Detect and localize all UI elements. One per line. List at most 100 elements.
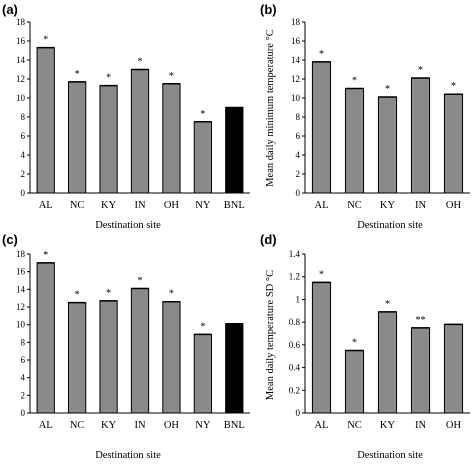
panel-a-category-label: BNL bbox=[224, 200, 245, 211]
panel-a-category-label: OH bbox=[164, 200, 180, 211]
panel-d-ylabel: Mean daily temperature SD °C bbox=[265, 270, 276, 400]
panel-a-marker-oh: * bbox=[169, 71, 174, 82]
panel-c-bar-bnl bbox=[225, 323, 244, 414]
panel-a-letter: (a) bbox=[2, 2, 18, 17]
panel-d-category-label: AL bbox=[315, 420, 329, 431]
panel-d-category-label: NC bbox=[347, 420, 362, 431]
panel-c-ytick-label: 8 bbox=[21, 337, 26, 347]
panel-b-bar-oh bbox=[443, 93, 464, 194]
panel-c-ytick-label: 10 bbox=[16, 320, 26, 330]
panel-c-bar-in bbox=[130, 287, 150, 414]
panel-b-bar-al bbox=[311, 61, 332, 194]
panel-a-ytick-label: 10 bbox=[16, 93, 26, 103]
panel-d-letter: (d) bbox=[260, 232, 277, 247]
panel-a: (a) 0 2 4 6 8 10 12 14 16 18 * AL * NC * KY * IN * OH * NY BNL… bbox=[2, 2, 250, 231]
panel-c-xlabel: Destination site bbox=[95, 450, 161, 461]
panel-a-plot: 0 2 4 6 8 10 12 14 16 18 * AL * NC * KY * IN * OH * NY BNL bbox=[16, 17, 250, 211]
panel-a-category-label: NY bbox=[195, 200, 211, 211]
panel-b-marker-oh: * bbox=[451, 81, 456, 92]
panel-b-ytick-label: 10 bbox=[291, 93, 301, 103]
panel-d-category-label: OH bbox=[446, 420, 462, 431]
panel-a-bar-oh bbox=[162, 83, 181, 194]
panel-a-ytick-label: 8 bbox=[21, 112, 26, 122]
panel-d-bar-ky bbox=[377, 311, 398, 414]
panel-b-ytick-label: 4 bbox=[296, 150, 301, 160]
panel-a-bar-bnl bbox=[225, 107, 244, 194]
panel-d-bar-oh bbox=[443, 323, 464, 414]
panel-b-marker-in: * bbox=[418, 65, 423, 76]
panel-c-marker-al: * bbox=[43, 250, 48, 261]
panel-a-ytick-label: 0 bbox=[21, 188, 26, 198]
panel-b-bar-in bbox=[410, 77, 431, 194]
panel-d-marker-ky: * bbox=[385, 299, 390, 310]
panel-c-category-label: AL bbox=[39, 420, 53, 431]
panel-c-ytick-label: 0 bbox=[21, 408, 26, 418]
panel-d-bar-nc bbox=[344, 350, 365, 414]
panel-c-category-label: NY bbox=[195, 420, 211, 431]
panel-b-ytick-label: 6 bbox=[296, 131, 301, 141]
panel-d-xlabel: Destination site bbox=[357, 450, 423, 461]
panel-d-marker-in: ** bbox=[416, 315, 426, 326]
panel-b-marker-ky: * bbox=[385, 84, 390, 95]
panel-c-category-label: IN bbox=[134, 420, 145, 431]
panel-a-marker-nc: * bbox=[75, 69, 80, 80]
panel-d-marker-nc: * bbox=[352, 338, 357, 349]
panel-b-ytick-label: 2 bbox=[296, 169, 301, 179]
panel-b-category-label: AL bbox=[315, 200, 329, 211]
panel-c-category-label: BNL bbox=[224, 420, 245, 431]
panel-a-ytick-label: 14 bbox=[16, 55, 26, 65]
panel-d-ytick-label: 0.2 bbox=[289, 385, 300, 395]
panel-b-ylabel: Mean daily minimum temperature °C bbox=[265, 29, 276, 187]
panel-c-ytick-label: 2 bbox=[21, 390, 26, 400]
panel-b-bar-ky bbox=[377, 96, 398, 194]
panel-a-ytick-label: 4 bbox=[21, 150, 26, 160]
panel-c-bar-oh bbox=[162, 301, 181, 414]
panel-c-letter: (c) bbox=[2, 232, 18, 247]
panel-c-ytick-label: 12 bbox=[16, 302, 25, 312]
panel-c-marker-nc: * bbox=[75, 290, 80, 301]
panel-b-letter: (b) bbox=[260, 2, 277, 17]
panel-a-bar-in bbox=[130, 69, 150, 194]
panel-d-ytick-label: 0.6 bbox=[289, 340, 301, 350]
panel-c-marker-ny: * bbox=[200, 321, 205, 332]
panel-b-plot: 0 2 4 6 8 10 12 14 16 18 * AL * NC * KY * IN * OH bbox=[291, 17, 470, 211]
panel-d-category-label: IN bbox=[415, 420, 426, 431]
panel-a-bar-al bbox=[36, 47, 55, 194]
panel-a-bar-ky bbox=[99, 85, 118, 194]
panel-a-ytick-label: 2 bbox=[21, 169, 26, 179]
panel-c-category-label: OH bbox=[164, 420, 180, 431]
panel-d-category-label: KY bbox=[380, 420, 396, 431]
panel-a-xlabel: Destination site bbox=[95, 220, 161, 231]
panel-d-ytick-label: 0 bbox=[296, 408, 301, 418]
panel-d-bar-in bbox=[410, 327, 431, 414]
panel-d: (d) 00.20.40.60.811.21.4*AL*NC*KY**IN OH … bbox=[260, 232, 470, 461]
panel-a-category-label: KY bbox=[101, 200, 117, 211]
panel-b-category-label: NC bbox=[347, 200, 362, 211]
panel-b: (b) 0 2 4 6 8 10 12 14 16 18 * AL * NC * KY * IN * OH Mean … bbox=[260, 2, 470, 231]
panel-a-category-label: AL bbox=[39, 200, 53, 211]
panel-b-bar-nc bbox=[344, 88, 365, 194]
panel-c-plot: 0 2 4 6 8 10 12 14 16 18 * AL * NC * KY * IN * OH * NY BNL bbox=[16, 249, 250, 431]
panel-c-bar-ky bbox=[99, 300, 118, 414]
panel-c-category-label: KY bbox=[101, 420, 117, 431]
panel-c: (c) 0 2 4 6 8 10 12 14 16 18 * AL * NC * KY * IN * OH * NY BNL… bbox=[2, 232, 250, 461]
panel-c-ytick-label: 14 bbox=[16, 284, 26, 294]
panel-c-marker-ky: * bbox=[106, 288, 111, 299]
panel-a-bar-ny bbox=[193, 121, 212, 194]
panel-b-category-label: OH bbox=[446, 200, 462, 211]
panel-b-xlabel: Destination site bbox=[357, 220, 423, 231]
panel-c-ytick-label: 4 bbox=[21, 373, 26, 383]
panel-d-bar-al bbox=[311, 281, 332, 414]
panel-d-ytick-label: 1.2 bbox=[289, 272, 300, 282]
panel-a-category-label: IN bbox=[134, 200, 145, 211]
panel-a-ytick-label: 12 bbox=[16, 74, 25, 84]
panel-a-marker-ny: * bbox=[200, 109, 205, 120]
panel-d-ytick-label: 1 bbox=[296, 294, 301, 304]
panel-c-category-label: NC bbox=[70, 420, 85, 431]
panel-a-marker-al: * bbox=[43, 35, 48, 46]
panel-a-category-label: NC bbox=[70, 200, 85, 211]
panel-d-ytick-label: 0.8 bbox=[289, 317, 301, 327]
panel-b-category-label: KY bbox=[380, 200, 396, 211]
panel-d-marker-al: * bbox=[319, 269, 324, 280]
